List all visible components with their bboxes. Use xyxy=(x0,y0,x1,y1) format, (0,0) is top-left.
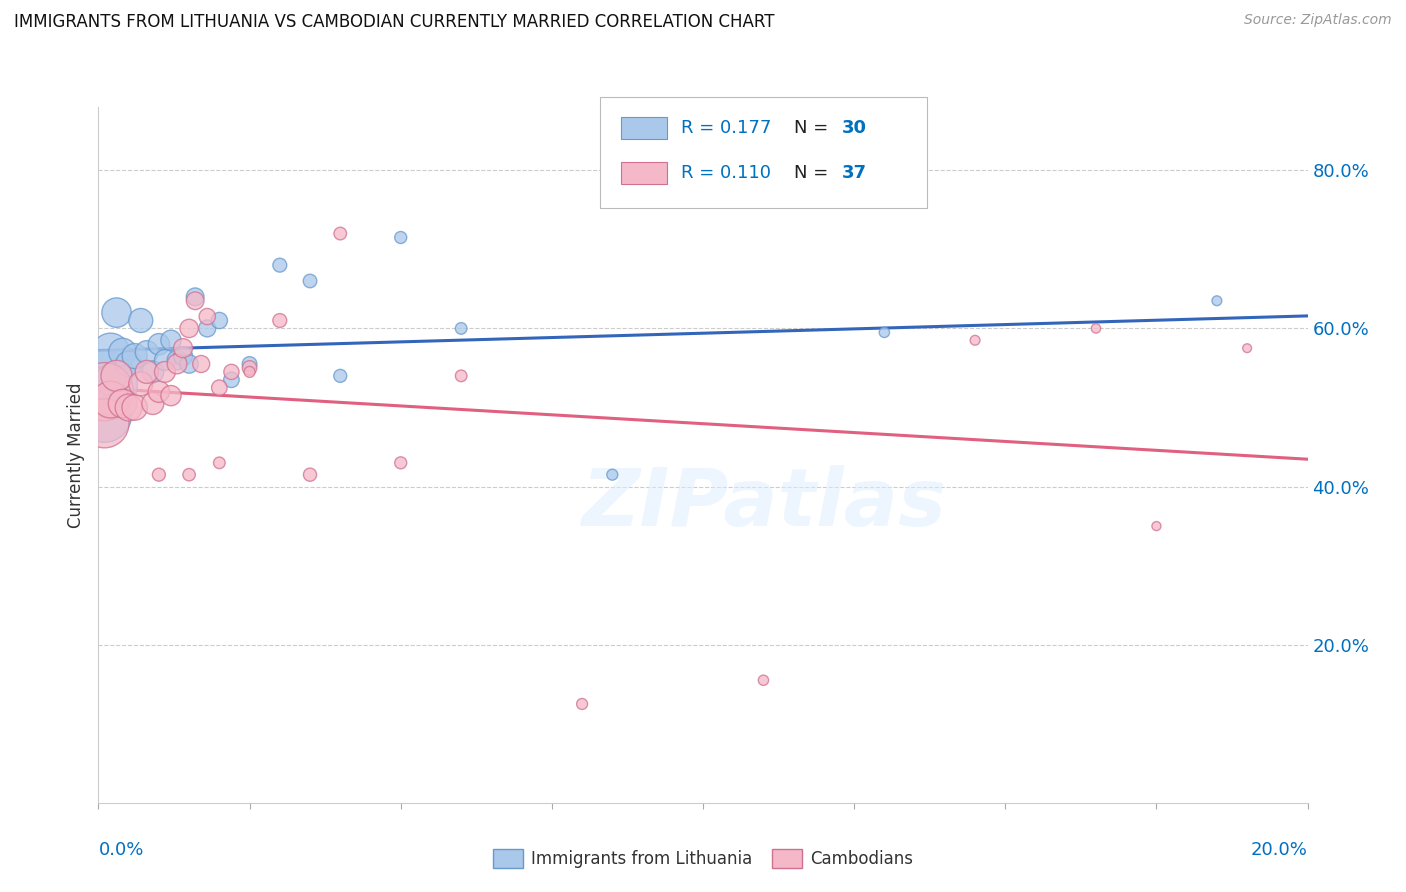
Point xyxy=(752,673,775,688)
Point xyxy=(111,345,134,359)
Point xyxy=(105,368,128,383)
Point xyxy=(100,345,122,359)
Point xyxy=(873,326,896,340)
Text: R = 0.110: R = 0.110 xyxy=(682,164,772,182)
Point xyxy=(124,401,146,415)
Point xyxy=(172,349,194,363)
Text: R = 0.177: R = 0.177 xyxy=(682,119,772,136)
Point xyxy=(93,376,115,391)
Point xyxy=(299,274,322,288)
Point xyxy=(179,467,201,482)
Point xyxy=(450,321,472,335)
FancyBboxPatch shape xyxy=(621,162,666,185)
Point xyxy=(221,373,243,387)
FancyBboxPatch shape xyxy=(621,117,666,139)
Point xyxy=(172,341,194,355)
Point xyxy=(135,365,157,379)
Point xyxy=(195,310,218,324)
Point xyxy=(129,313,152,327)
Legend: Immigrants from Lithuania, Cambodians: Immigrants from Lithuania, Cambodians xyxy=(486,842,920,874)
Point xyxy=(93,384,115,399)
Point xyxy=(239,360,262,375)
Point xyxy=(190,357,212,371)
Point xyxy=(160,389,183,403)
Point xyxy=(1144,519,1167,533)
Point xyxy=(208,381,231,395)
Point xyxy=(166,357,188,371)
Point xyxy=(148,337,170,351)
Text: N =: N = xyxy=(793,119,834,136)
Point xyxy=(93,417,115,431)
Text: IMMIGRANTS FROM LITHUANIA VS CAMBODIAN CURRENTLY MARRIED CORRELATION CHART: IMMIGRANTS FROM LITHUANIA VS CAMBODIAN C… xyxy=(14,13,775,31)
Point xyxy=(118,401,141,415)
Point xyxy=(269,258,291,272)
Point xyxy=(100,373,122,387)
Point xyxy=(166,353,188,368)
Point xyxy=(602,467,624,482)
Y-axis label: Currently Married: Currently Married xyxy=(67,382,86,528)
Point xyxy=(124,349,146,363)
Point xyxy=(118,357,141,371)
Point xyxy=(389,456,412,470)
Point xyxy=(142,365,165,379)
Point xyxy=(965,333,987,347)
Point xyxy=(184,293,207,308)
Text: Source: ZipAtlas.com: Source: ZipAtlas.com xyxy=(1244,13,1392,28)
Point xyxy=(450,368,472,383)
Point xyxy=(1236,341,1258,355)
Point xyxy=(184,290,207,304)
Text: 20.0%: 20.0% xyxy=(1251,841,1308,859)
Point xyxy=(179,357,201,371)
Text: 37: 37 xyxy=(842,164,868,182)
Point xyxy=(153,365,176,379)
Text: N =: N = xyxy=(793,164,834,182)
Point xyxy=(208,456,231,470)
Point xyxy=(329,227,352,241)
Text: 0.0%: 0.0% xyxy=(98,841,143,859)
Point xyxy=(111,396,134,410)
Point xyxy=(153,353,176,368)
Point xyxy=(299,467,322,482)
Point xyxy=(195,321,218,335)
Point xyxy=(142,396,165,410)
Point xyxy=(239,365,262,379)
Point xyxy=(239,357,262,371)
Point xyxy=(148,384,170,399)
Point xyxy=(105,305,128,319)
Point xyxy=(389,230,412,244)
Point xyxy=(160,333,183,347)
Text: 30: 30 xyxy=(842,119,868,136)
Point xyxy=(148,467,170,482)
FancyBboxPatch shape xyxy=(600,96,927,208)
Point xyxy=(1206,293,1229,308)
Point xyxy=(208,313,231,327)
Point xyxy=(269,313,291,327)
Point xyxy=(129,376,152,391)
Point xyxy=(571,697,593,711)
Point xyxy=(329,368,352,383)
Text: ZIPatlas: ZIPatlas xyxy=(581,465,946,542)
Point xyxy=(179,321,201,335)
Point xyxy=(135,345,157,359)
Point xyxy=(221,365,243,379)
Point xyxy=(100,392,122,407)
Point xyxy=(1085,321,1108,335)
Point xyxy=(93,409,115,423)
